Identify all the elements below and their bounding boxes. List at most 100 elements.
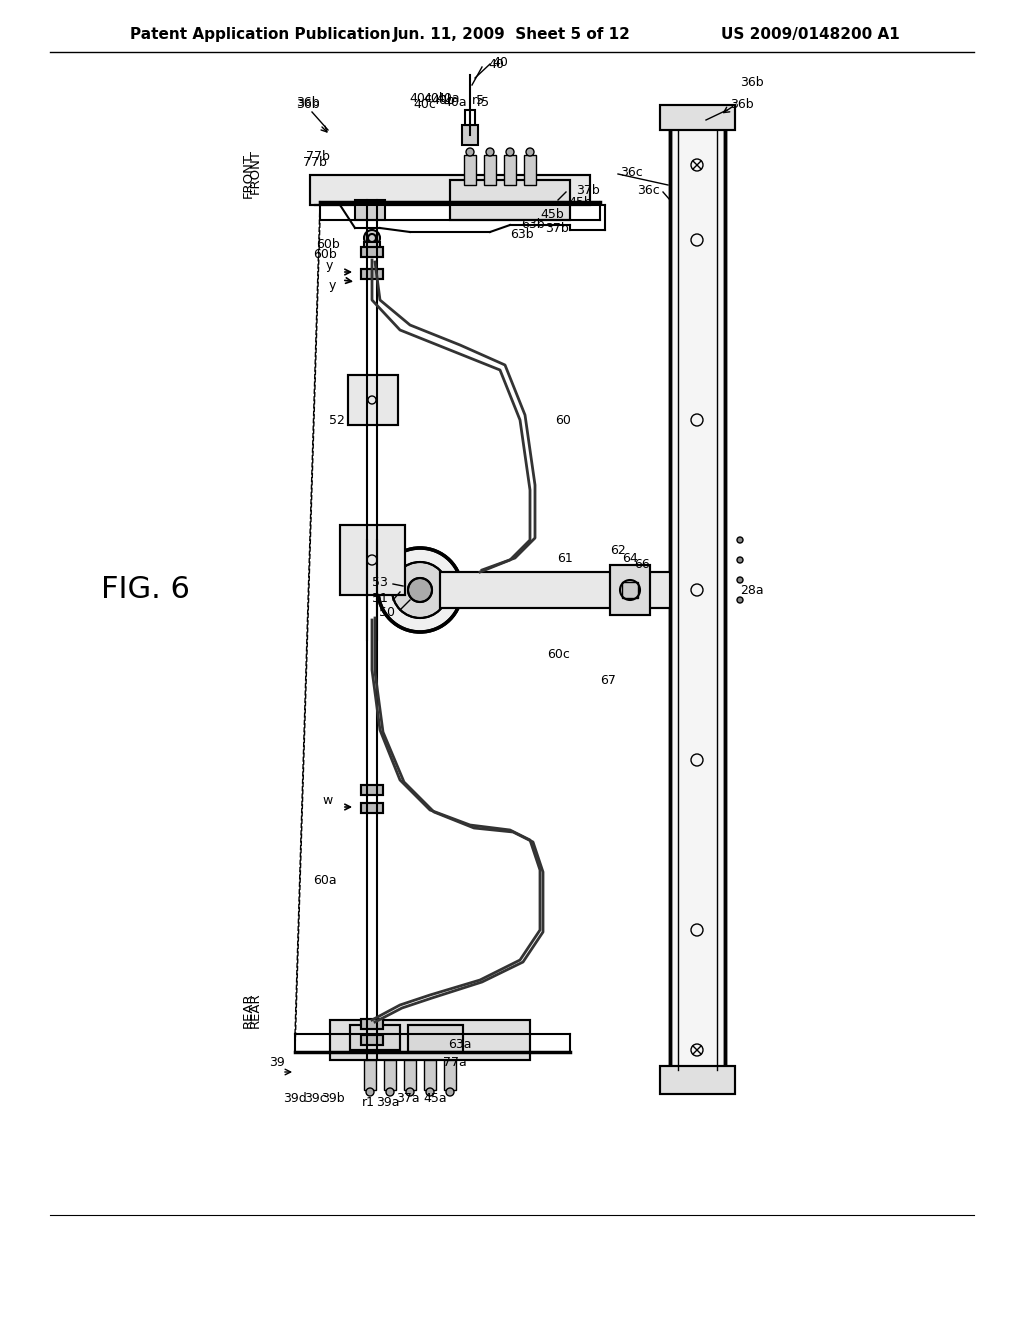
Text: 45a: 45a [423, 1092, 446, 1105]
Circle shape [466, 148, 474, 156]
Bar [670, 120, 725, 1080]
Text: 37b: 37b [545, 222, 568, 235]
Bar [361, 247, 383, 257]
Bar [361, 1035, 383, 1045]
Text: 36c: 36c [637, 183, 660, 197]
Text: 36b: 36b [740, 75, 764, 88]
Circle shape [446, 1088, 454, 1096]
Circle shape [526, 148, 534, 156]
Text: 50: 50 [379, 606, 395, 619]
Text: r5: r5 [472, 94, 485, 107]
Bar [355, 201, 385, 220]
Bar [440, 572, 670, 609]
Bar [408, 1026, 463, 1052]
Text: 36c: 36c [620, 165, 643, 178]
Text: REAR: REAR [249, 993, 261, 1028]
Bar [450, 180, 570, 220]
Text: 60a: 60a [313, 874, 337, 887]
Bar [504, 154, 516, 185]
Text: 62: 62 [610, 544, 626, 557]
Bar [361, 1035, 383, 1045]
Bar [462, 125, 478, 145]
Text: 37b: 37b [575, 183, 600, 197]
Bar [670, 120, 725, 1080]
Text: 45b: 45b [568, 195, 592, 209]
Text: y: y [326, 259, 333, 272]
Bar [361, 803, 383, 813]
Bar [310, 176, 590, 205]
Bar [310, 176, 590, 205]
Bar [348, 375, 398, 425]
Text: 60b: 60b [313, 248, 337, 261]
Bar [524, 154, 536, 185]
Bar [364, 242, 380, 249]
Bar [622, 582, 638, 598]
Text: 40c: 40c [410, 91, 432, 104]
Bar [660, 106, 735, 129]
Bar [361, 269, 383, 279]
Text: y: y [329, 279, 336, 292]
Circle shape [392, 562, 449, 618]
Text: 60c: 60c [547, 648, 570, 661]
Bar [384, 1060, 396, 1090]
Bar [361, 1019, 383, 1030]
Text: 67: 67 [600, 673, 615, 686]
Circle shape [408, 578, 432, 602]
Text: 60: 60 [555, 413, 570, 426]
Text: 39b: 39b [322, 1092, 345, 1105]
Text: 53: 53 [372, 576, 388, 589]
Text: 36b: 36b [296, 95, 319, 108]
Text: FRONT: FRONT [249, 149, 261, 194]
Bar [444, 1060, 456, 1090]
Text: 77b: 77b [303, 156, 327, 169]
Circle shape [364, 230, 380, 246]
Text: FIG. 6: FIG. 6 [100, 576, 189, 605]
Circle shape [486, 148, 494, 156]
Bar [361, 269, 383, 279]
Bar [364, 1060, 376, 1090]
Bar [660, 1067, 735, 1094]
Bar [424, 1060, 436, 1090]
Text: US 2009/0148200 A1: US 2009/0148200 A1 [721, 28, 900, 42]
Bar [330, 1020, 530, 1060]
Circle shape [737, 557, 743, 564]
Circle shape [366, 1088, 374, 1096]
Bar [361, 803, 383, 813]
Bar [350, 1026, 400, 1049]
Text: 39d: 39d [283, 1092, 307, 1105]
Circle shape [378, 548, 462, 632]
Bar [350, 1026, 400, 1049]
Circle shape [737, 597, 743, 603]
Text: 51: 51 [372, 591, 388, 605]
Circle shape [406, 1088, 414, 1096]
Text: 39c: 39c [304, 1092, 327, 1105]
Bar [361, 247, 383, 257]
Text: 40: 40 [492, 55, 508, 69]
Circle shape [426, 1088, 434, 1096]
Text: FRONT: FRONT [242, 153, 255, 198]
Text: 60b: 60b [316, 239, 340, 252]
Text: 37a: 37a [396, 1092, 420, 1105]
Text: 77a: 77a [443, 1056, 467, 1068]
Bar [361, 1019, 383, 1030]
Circle shape [506, 148, 514, 156]
Bar [408, 1026, 463, 1052]
Bar [450, 180, 570, 220]
Bar [465, 110, 475, 125]
Text: 40: 40 [488, 58, 504, 71]
Text: 63b: 63b [521, 219, 545, 231]
Text: Patent Application Publication: Patent Application Publication [130, 28, 391, 42]
Bar [361, 785, 383, 795]
Text: 40a: 40a [443, 95, 467, 108]
Bar [484, 154, 496, 185]
Circle shape [737, 537, 743, 543]
Text: 40a: 40a [436, 91, 460, 104]
Text: 66: 66 [634, 557, 650, 570]
Text: REAR: REAR [242, 993, 255, 1028]
Text: 63b: 63b [510, 228, 534, 242]
Text: 28a: 28a [740, 583, 764, 597]
Text: 39: 39 [269, 1056, 285, 1068]
Text: 77b: 77b [306, 150, 330, 164]
Bar [440, 572, 670, 609]
Bar [660, 106, 735, 129]
